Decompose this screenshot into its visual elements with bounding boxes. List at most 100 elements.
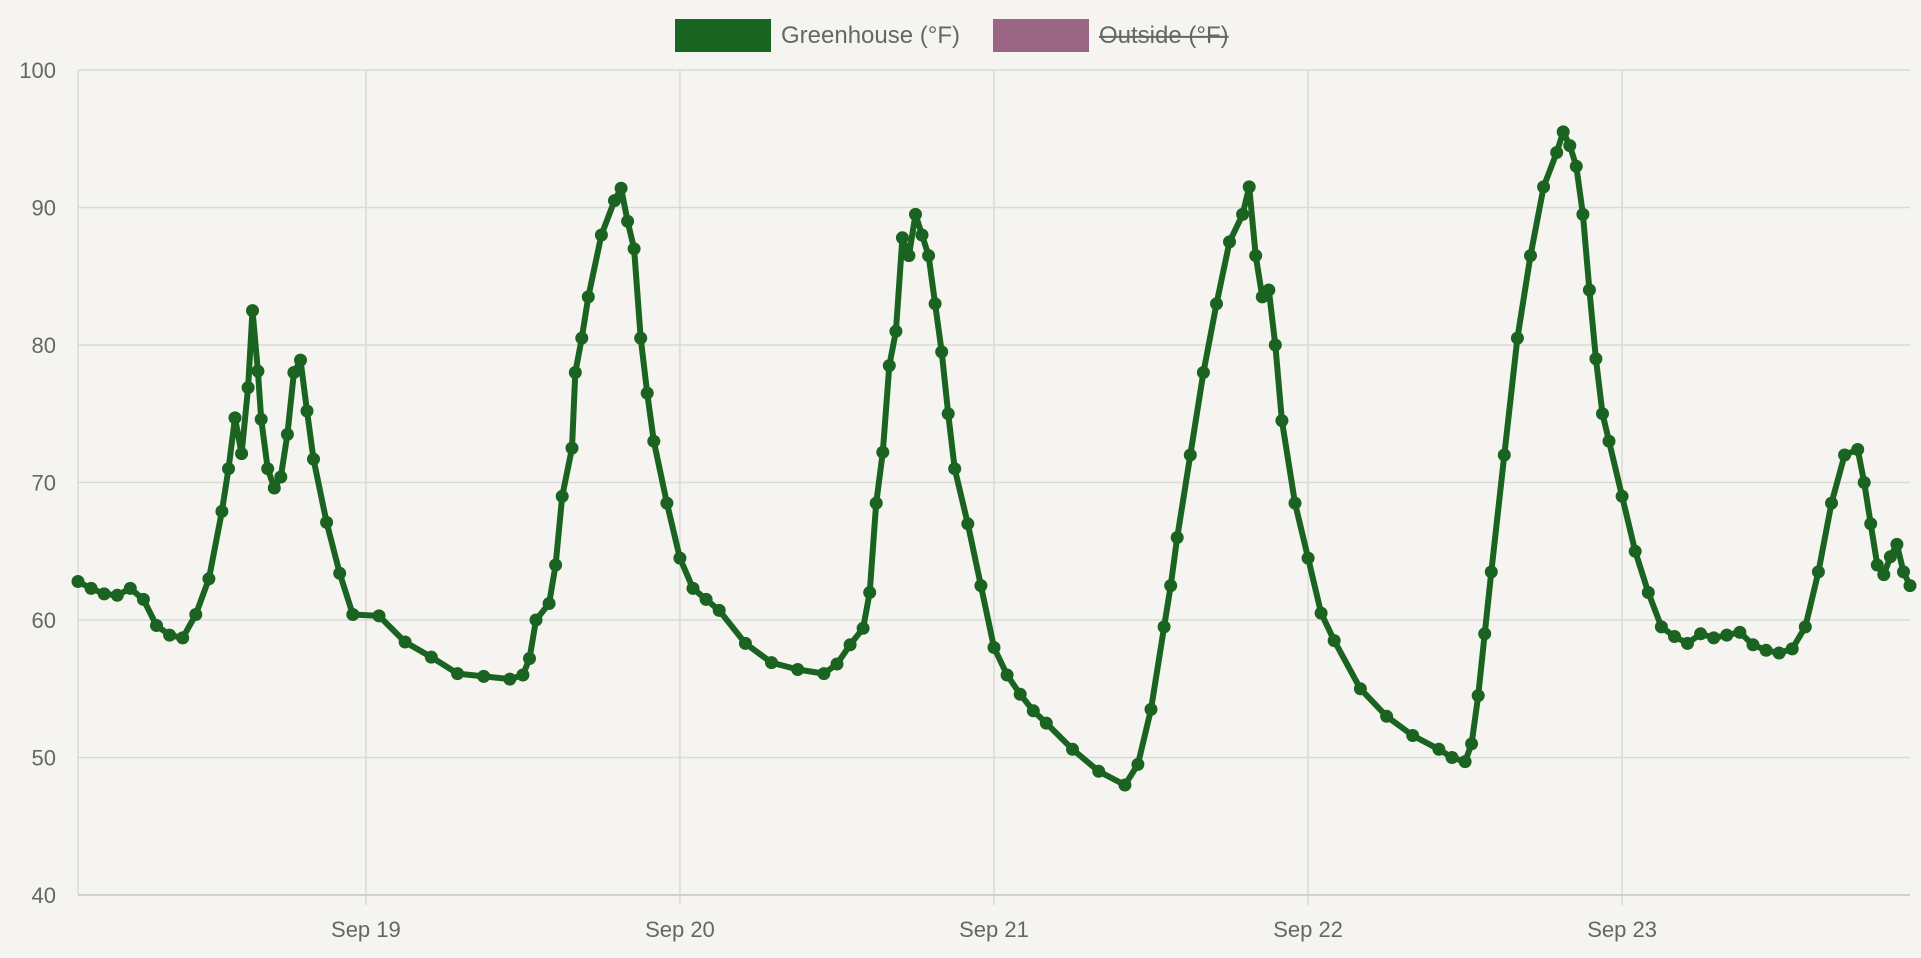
data-point[interactable] — [575, 331, 589, 345]
data-point[interactable] — [895, 231, 909, 245]
data-point[interactable] — [791, 663, 805, 676]
data-point[interactable] — [961, 517, 975, 531]
data-point[interactable] — [647, 434, 661, 448]
data-point[interactable] — [640, 386, 654, 400]
data-point[interactable] — [660, 496, 674, 510]
data-point[interactable] — [267, 481, 281, 495]
data-point[interactable] — [1825, 496, 1838, 510]
data-point[interactable] — [1157, 620, 1171, 634]
data-point[interactable] — [1183, 448, 1197, 462]
data-point[interactable] — [568, 366, 582, 379]
data-point[interactable] — [1582, 283, 1596, 297]
data-point[interactable] — [123, 581, 137, 595]
data-point[interactable] — [882, 359, 896, 373]
data-point[interactable] — [215, 504, 229, 518]
legend-item-outside[interactable]: Outside (°F) — [993, 19, 1229, 52]
data-point[interactable] — [84, 581, 98, 595]
data-point[interactable] — [251, 364, 265, 378]
data-point[interactable] — [1733, 625, 1747, 639]
data-point[interactable] — [287, 366, 301, 379]
data-point[interactable] — [1707, 631, 1721, 645]
data-point[interactable] — [1537, 180, 1551, 194]
data-point[interactable] — [1314, 606, 1328, 620]
legend-item-greenhouse[interactable]: Greenhouse (°F) — [675, 19, 960, 52]
data-point[interactable] — [876, 445, 890, 459]
data-point[interactable] — [542, 597, 556, 610]
data-point[interactable] — [280, 427, 294, 441]
data-point[interactable] — [987, 641, 1001, 654]
data-point[interactable] — [948, 462, 962, 476]
data-point[interactable] — [1484, 565, 1498, 579]
data-point[interactable] — [1380, 709, 1394, 723]
data-point[interactable] — [1838, 448, 1852, 462]
data-point[interactable] — [1458, 755, 1472, 769]
data-point[interactable] — [523, 652, 536, 665]
data-point[interactable] — [202, 572, 216, 586]
data-point[interactable] — [1353, 682, 1367, 696]
data-point[interactable] — [1569, 159, 1583, 173]
data-point[interactable] — [830, 657, 844, 671]
data-point[interactable] — [1497, 448, 1511, 462]
data-point[interactable] — [1465, 737, 1479, 751]
data-point[interactable] — [565, 441, 579, 455]
data-point[interactable] — [1589, 352, 1603, 366]
data-point[interactable] — [1039, 716, 1053, 730]
data-point[interactable] — [254, 412, 268, 426]
data-point[interactable] — [1510, 331, 1524, 345]
data-point[interactable] — [863, 586, 877, 599]
data-point[interactable] — [372, 609, 386, 623]
data-point[interactable] — [1131, 757, 1145, 771]
data-point[interactable] — [1759, 643, 1773, 657]
data-point[interactable] — [909, 207, 922, 221]
data-point[interactable] — [1223, 235, 1236, 249]
data-point[interactable] — [594, 228, 608, 242]
data-point[interactable] — [1196, 366, 1210, 379]
data-point[interactable] — [1242, 180, 1256, 194]
data-point[interactable] — [1478, 627, 1492, 641]
data-point[interactable] — [1851, 443, 1865, 456]
data-point[interactable] — [529, 613, 543, 627]
data-point[interactable] — [398, 635, 412, 649]
data-point[interactable] — [1890, 537, 1904, 551]
data-point[interactable] — [451, 667, 464, 681]
data-point[interactable] — [163, 628, 177, 642]
data-point[interactable] — [222, 462, 235, 476]
data-point[interactable] — [1798, 620, 1812, 634]
data-point[interactable] — [1301, 551, 1315, 565]
data-point[interactable] — [738, 636, 752, 650]
data-point[interactable] — [1785, 642, 1799, 656]
data-point[interactable] — [1596, 407, 1609, 421]
data-point[interactable] — [150, 619, 163, 632]
data-point[interactable] — [516, 668, 530, 682]
data-point[interactable] — [608, 194, 621, 208]
data-point[interactable] — [621, 214, 635, 228]
data-point[interactable] — [1026, 704, 1040, 718]
data-point[interactable] — [1883, 550, 1897, 564]
data-point[interactable] — [869, 496, 883, 510]
data-point[interactable] — [935, 345, 949, 359]
data-point[interactable] — [1628, 544, 1642, 558]
data-point[interactable] — [1275, 414, 1289, 428]
data-point[interactable] — [1681, 636, 1694, 650]
data-point[interactable] — [581, 290, 595, 304]
data-point[interactable] — [765, 656, 778, 670]
data-point[interactable] — [1210, 297, 1223, 311]
data-point[interactable] — [424, 650, 438, 664]
data-point[interactable] — [974, 579, 988, 593]
data-point[interactable] — [261, 462, 275, 476]
data-point[interactable] — [1445, 751, 1459, 764]
data-point[interactable] — [1164, 579, 1178, 593]
data-point[interactable] — [294, 353, 307, 367]
data-point[interactable] — [1897, 565, 1910, 579]
data-point[interactable] — [889, 324, 903, 338]
data-point[interactable] — [300, 404, 314, 418]
data-point[interactable] — [1092, 764, 1106, 778]
data-point[interactable] — [1406, 729, 1420, 742]
data-point[interactable] — [241, 381, 255, 395]
data-point[interactable] — [1772, 646, 1786, 660]
data-point[interactable] — [1524, 249, 1537, 263]
data-point[interactable] — [1877, 568, 1891, 582]
data-point[interactable] — [1857, 476, 1871, 489]
data-point[interactable] — [1471, 689, 1485, 703]
data-point[interactable] — [902, 249, 916, 263]
